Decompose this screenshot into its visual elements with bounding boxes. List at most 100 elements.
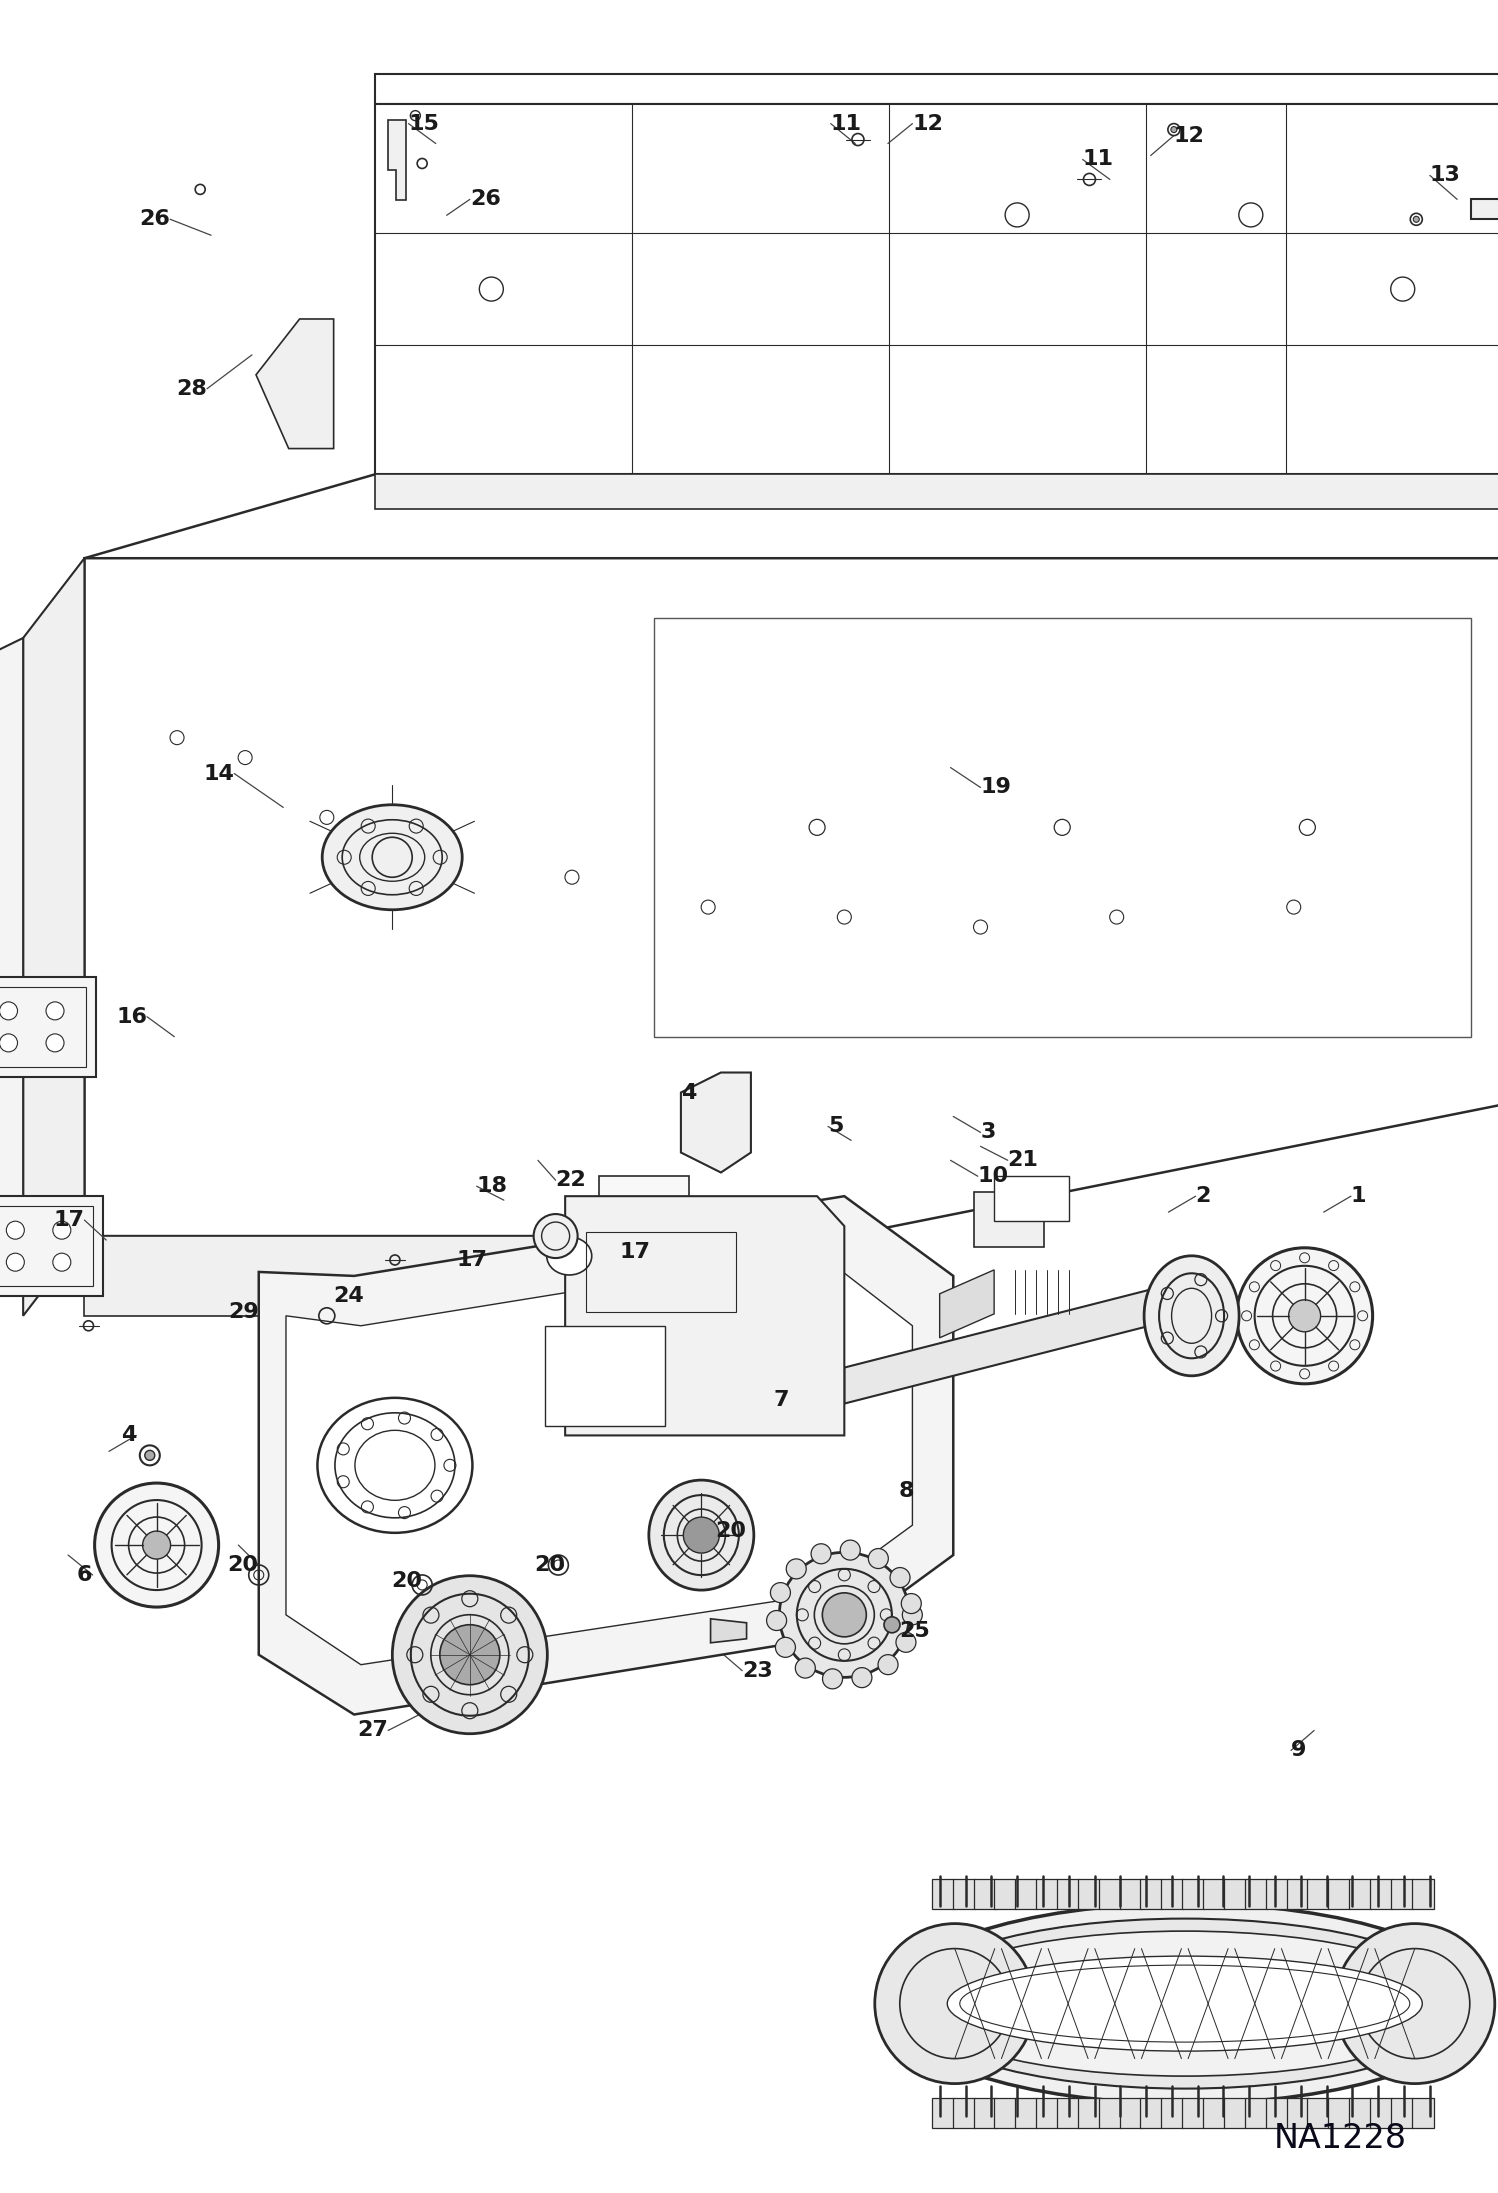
Bar xyxy=(1079,1879,1100,1910)
Ellipse shape xyxy=(322,805,463,910)
Circle shape xyxy=(415,840,428,855)
Bar xyxy=(995,2099,1016,2127)
Polygon shape xyxy=(286,1252,912,1664)
Bar xyxy=(974,1193,1044,1248)
Circle shape xyxy=(786,1559,806,1579)
Text: 12: 12 xyxy=(1174,125,1204,145)
Bar xyxy=(1016,1879,1037,1910)
Circle shape xyxy=(321,811,334,825)
Ellipse shape xyxy=(915,1932,1455,2077)
Bar xyxy=(0,1195,103,1296)
Bar xyxy=(1079,2099,1100,2127)
Circle shape xyxy=(46,1002,64,1020)
Ellipse shape xyxy=(779,1553,909,1678)
Text: 1: 1 xyxy=(1351,1186,1366,1206)
Circle shape xyxy=(1110,910,1124,923)
Circle shape xyxy=(1335,1923,1495,2083)
Circle shape xyxy=(840,1539,860,1559)
Circle shape xyxy=(767,1610,786,1632)
Circle shape xyxy=(533,1215,578,1259)
Bar xyxy=(0,987,85,1066)
Circle shape xyxy=(701,899,715,914)
Circle shape xyxy=(238,750,252,765)
Bar xyxy=(932,1879,954,1910)
Ellipse shape xyxy=(947,1956,1422,2050)
Bar xyxy=(1411,1879,1434,1910)
Circle shape xyxy=(1171,127,1177,132)
Bar xyxy=(1266,2099,1288,2127)
Bar xyxy=(1350,1879,1371,1910)
Circle shape xyxy=(776,1638,795,1658)
Circle shape xyxy=(869,1548,888,1568)
Text: 16: 16 xyxy=(115,1007,147,1026)
Polygon shape xyxy=(1471,200,1498,314)
Text: 23: 23 xyxy=(742,1660,773,1680)
Bar xyxy=(1392,1879,1413,1910)
Ellipse shape xyxy=(336,1412,455,1518)
Text: 6: 6 xyxy=(76,1566,93,1586)
Ellipse shape xyxy=(649,1480,753,1590)
Polygon shape xyxy=(710,1618,746,1643)
Polygon shape xyxy=(374,75,1498,103)
Bar xyxy=(1182,2099,1204,2127)
Text: 18: 18 xyxy=(476,1175,508,1195)
Text: 25: 25 xyxy=(899,1621,930,1640)
Bar xyxy=(1161,2099,1183,2127)
Circle shape xyxy=(902,1594,921,1614)
Circle shape xyxy=(810,1544,831,1564)
Bar xyxy=(1140,1879,1162,1910)
Circle shape xyxy=(6,1252,24,1272)
Polygon shape xyxy=(653,618,1471,1037)
Bar xyxy=(0,1206,93,1285)
Bar xyxy=(1308,2099,1329,2127)
Circle shape xyxy=(0,1033,18,1053)
Circle shape xyxy=(822,1592,866,1636)
Circle shape xyxy=(145,1450,154,1461)
Ellipse shape xyxy=(318,1397,472,1533)
Circle shape xyxy=(52,1252,70,1272)
Text: 14: 14 xyxy=(204,763,234,783)
Circle shape xyxy=(94,1482,219,1607)
Text: 26: 26 xyxy=(470,189,500,208)
Bar xyxy=(599,1175,689,1230)
Bar xyxy=(1411,2099,1434,2127)
Text: 8: 8 xyxy=(899,1480,914,1502)
Bar xyxy=(1119,2099,1141,2127)
Circle shape xyxy=(822,1669,842,1689)
Bar xyxy=(1037,2099,1058,2127)
Text: 4: 4 xyxy=(682,1083,697,1103)
Bar xyxy=(1161,1879,1183,1910)
Bar xyxy=(1058,2099,1079,2127)
Text: 21: 21 xyxy=(1008,1151,1038,1171)
Bar xyxy=(974,1879,996,1910)
Ellipse shape xyxy=(902,1919,1467,2088)
Bar xyxy=(1245,1879,1267,1910)
Circle shape xyxy=(875,1923,1035,2083)
Text: 11: 11 xyxy=(1083,149,1113,169)
Circle shape xyxy=(852,1667,872,1689)
Bar xyxy=(1371,1879,1392,1910)
Bar xyxy=(1224,2099,1246,2127)
Circle shape xyxy=(902,1605,923,1625)
Text: 20: 20 xyxy=(715,1522,746,1542)
Bar xyxy=(1016,2099,1037,2127)
Circle shape xyxy=(770,1583,791,1603)
Polygon shape xyxy=(374,474,1498,509)
Polygon shape xyxy=(0,638,22,1355)
Text: NA1228: NA1228 xyxy=(1275,2121,1407,2156)
Polygon shape xyxy=(374,103,1498,474)
Polygon shape xyxy=(939,1270,995,1338)
Bar xyxy=(1266,1879,1288,1910)
Text: 24: 24 xyxy=(334,1285,364,1305)
Text: 13: 13 xyxy=(1431,164,1461,186)
Circle shape xyxy=(1413,217,1419,221)
Circle shape xyxy=(52,1222,70,1239)
Text: 3: 3 xyxy=(981,1123,996,1143)
Bar xyxy=(1119,1879,1141,1910)
Polygon shape xyxy=(565,1195,845,1436)
Bar xyxy=(1308,1879,1329,1910)
Text: 22: 22 xyxy=(556,1171,586,1191)
Text: 9: 9 xyxy=(1291,1741,1306,1761)
Bar xyxy=(1098,2099,1121,2127)
Bar xyxy=(995,1879,1016,1910)
